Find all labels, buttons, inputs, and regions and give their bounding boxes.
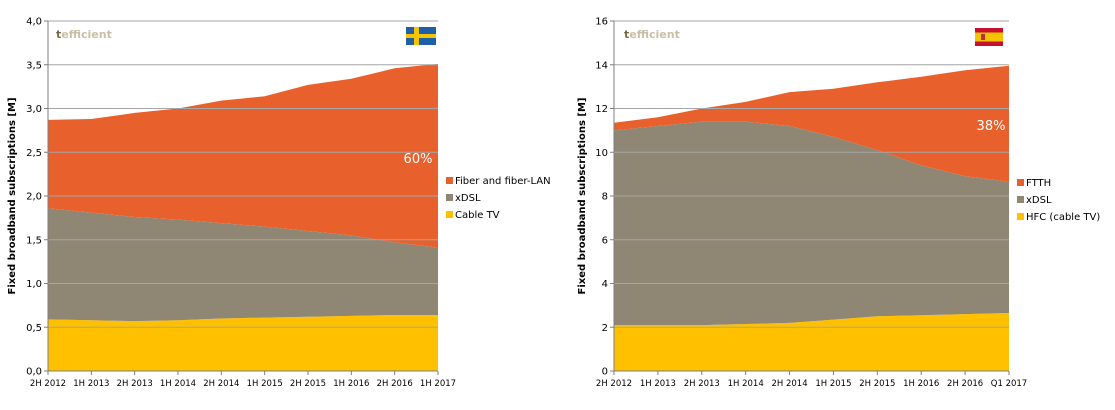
- x-tick-label: 1H 2014: [160, 379, 196, 389]
- x-tick-label: 1H 2013: [640, 379, 676, 389]
- x-tick-label: 1H 2013: [73, 379, 109, 389]
- legend-label: Fiber and fiber-LAN: [455, 176, 551, 187]
- legend-swatch: [1017, 213, 1024, 220]
- legend-label: HFC (cable TV): [1026, 212, 1100, 223]
- y-axis-title: Fixed broadband subscriptions [M]: [577, 97, 588, 294]
- legend-item: Cable TV: [446, 210, 500, 221]
- x-tick-label: 2H 2016: [947, 379, 983, 389]
- y-tick-label: 4,0: [26, 17, 42, 28]
- legend-item: HFC (cable TV): [1017, 212, 1100, 223]
- y-tick-label: 2,5: [26, 148, 42, 159]
- y-tick-label: 8: [602, 192, 608, 203]
- fiber-share-annotation: 60%: [404, 152, 433, 167]
- legend-label: xDSL: [455, 193, 481, 204]
- legend-swatch: [446, 194, 453, 201]
- x-tick-label: 2H 2016: [377, 379, 413, 389]
- legend-swatch: [446, 177, 453, 184]
- flag-emblem: [981, 34, 985, 40]
- legend-item: Fiber and fiber-LAN: [446, 176, 551, 187]
- y-axis-title: Fixed broadband subscriptions [M]: [7, 97, 18, 294]
- legend-swatch: [1017, 179, 1024, 186]
- x-tick-label: Q1 2017: [991, 379, 1027, 389]
- y-tick-label: 3,5: [26, 60, 42, 71]
- legend-label: Cable TV: [455, 210, 500, 221]
- y-tick-label: 16: [595, 17, 608, 28]
- x-tick-label: 2H 2013: [117, 379, 153, 389]
- area-xdsl: [48, 208, 438, 322]
- y-tick-label: 0,0: [26, 367, 42, 378]
- y-tick-label: 2,0: [26, 192, 42, 203]
- x-tick-label: 2H 2012: [30, 379, 66, 389]
- legend-item: xDSL: [1017, 195, 1052, 206]
- x-tick-label: 1H 2016: [903, 379, 939, 389]
- x-tick-label: 2H 2014: [203, 379, 239, 389]
- x-tick-label: 1H 2015: [247, 379, 283, 389]
- x-tick-label: 1H 2017: [420, 379, 456, 389]
- area-xdsl: [614, 121, 1009, 326]
- y-tick-label: 2: [602, 323, 608, 334]
- x-tick-label: 1H 2014: [728, 379, 764, 389]
- y-tick-label: 10: [595, 148, 608, 159]
- legend-swatch: [1017, 196, 1024, 203]
- x-tick-label: 2H 2013: [684, 379, 720, 389]
- y-tick-label: 0,5: [26, 323, 42, 334]
- fiber-share-annotation: 38%: [977, 119, 1006, 134]
- area-fiber-and-fiber-lan: [48, 63, 438, 248]
- y-tick-label: 1,5: [26, 235, 42, 246]
- flag-middle-stripe: [975, 32, 1003, 42]
- area-cable-tv: [48, 315, 438, 371]
- x-tick-label: 1H 2016: [333, 379, 369, 389]
- x-tick-label: 2H 2012: [596, 379, 632, 389]
- tefficient-logo: tefficient: [56, 28, 112, 41]
- area-ftth: [614, 65, 1009, 182]
- flag-cross-horizontal: [406, 34, 436, 38]
- legend-label: xDSL: [1026, 195, 1052, 206]
- sweden-flag: [406, 27, 436, 45]
- y-tick-label: 14: [595, 60, 608, 71]
- y-tick-label: 12: [595, 104, 608, 115]
- y-tick-label: 3,0: [26, 104, 42, 115]
- x-tick-label: 2H 2015: [859, 379, 895, 389]
- spain-flag: [975, 28, 1003, 46]
- legend-swatch: [446, 211, 453, 218]
- legend-item: FTTH: [1017, 178, 1051, 189]
- y-tick-label: 6: [602, 235, 608, 246]
- x-tick-label: 1H 2015: [815, 379, 851, 389]
- legend-label: FTTH: [1026, 178, 1051, 189]
- y-tick-label: 1,0: [26, 279, 42, 290]
- x-tick-label: 2H 2015: [290, 379, 326, 389]
- chart-spain: 0 2 4 6 8 10 12 14 16 2H 2012 1H 2013 2H 2013 1H 201…: [577, 17, 1100, 390]
- y-tick-label: 0: [602, 367, 608, 378]
- chart-sweden: 0,0 0,5 1,0 1,5 2,0 2,5 3,0 3,5 4,0 2H 2012 1H 201…: [7, 17, 551, 390]
- y-tick-label: 4: [602, 279, 608, 290]
- x-tick-label: 2H 2014: [771, 379, 807, 389]
- tefficient-logo: tefficient: [624, 28, 680, 41]
- legend-item: xDSL: [446, 193, 481, 204]
